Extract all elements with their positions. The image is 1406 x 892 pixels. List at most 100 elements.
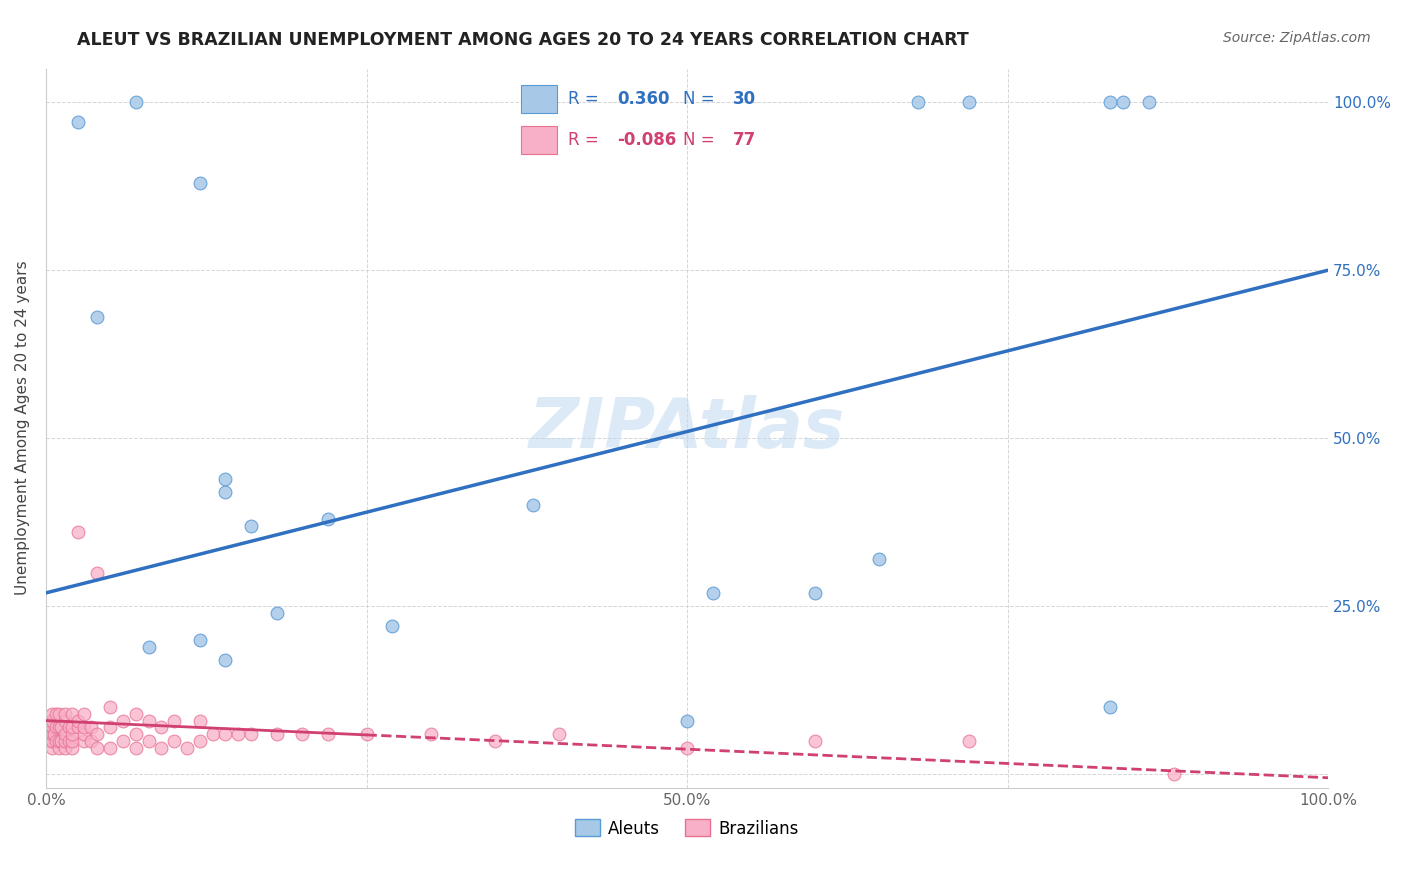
Point bbox=[111, 714, 134, 728]
Point bbox=[188, 733, 211, 747]
Point bbox=[80, 720, 103, 734]
Text: N =: N = bbox=[683, 131, 714, 149]
Point bbox=[58, 720, 80, 734]
Point bbox=[226, 727, 249, 741]
Y-axis label: Unemployment Among Ages 20 to 24 years: Unemployment Among Ages 20 to 24 years bbox=[15, 260, 30, 596]
Point bbox=[111, 733, 134, 747]
Point bbox=[38, 727, 60, 741]
Point bbox=[188, 714, 211, 728]
Point bbox=[60, 706, 83, 721]
Point bbox=[53, 740, 76, 755]
Text: 77: 77 bbox=[733, 131, 756, 149]
Point bbox=[356, 727, 378, 741]
Point bbox=[60, 727, 83, 741]
Point bbox=[138, 733, 160, 747]
Point bbox=[907, 95, 929, 109]
Point bbox=[957, 95, 980, 109]
Point bbox=[66, 720, 89, 734]
Point bbox=[41, 740, 63, 755]
Point bbox=[484, 733, 506, 747]
Point bbox=[240, 727, 263, 741]
Point bbox=[60, 740, 83, 755]
Legend: Aleuts, Brazilians: Aleuts, Brazilians bbox=[568, 813, 806, 844]
Point bbox=[51, 720, 73, 734]
Bar bbox=[522, 126, 557, 154]
Point bbox=[66, 714, 89, 728]
Point bbox=[804, 733, 827, 747]
Bar bbox=[522, 85, 557, 113]
Point bbox=[66, 115, 89, 129]
Point bbox=[53, 706, 76, 721]
Point bbox=[1112, 95, 1135, 109]
Point bbox=[60, 733, 83, 747]
Point bbox=[125, 95, 148, 109]
Point bbox=[1137, 95, 1160, 109]
Point bbox=[58, 733, 80, 747]
Point bbox=[868, 552, 890, 566]
Point bbox=[214, 485, 236, 500]
Point bbox=[41, 733, 63, 747]
Point bbox=[188, 176, 211, 190]
Point bbox=[73, 727, 96, 741]
Point bbox=[98, 720, 121, 734]
Point bbox=[291, 727, 314, 741]
Point bbox=[45, 733, 67, 747]
Point bbox=[266, 606, 288, 620]
Text: R =: R = bbox=[568, 131, 599, 149]
Point bbox=[66, 525, 89, 540]
Point bbox=[51, 733, 73, 747]
Point bbox=[45, 706, 67, 721]
Point bbox=[41, 714, 63, 728]
Point bbox=[41, 706, 63, 721]
Point bbox=[676, 740, 699, 755]
Text: -0.086: -0.086 bbox=[617, 131, 676, 149]
Point bbox=[522, 499, 544, 513]
Point bbox=[53, 714, 76, 728]
Point bbox=[98, 700, 121, 714]
Point bbox=[86, 310, 108, 325]
Point bbox=[957, 733, 980, 747]
Point bbox=[80, 733, 103, 747]
Point bbox=[240, 518, 263, 533]
Point bbox=[125, 740, 148, 755]
Point bbox=[86, 727, 108, 741]
Point bbox=[804, 586, 827, 600]
Point bbox=[48, 740, 70, 755]
Text: 0.360: 0.360 bbox=[617, 90, 669, 108]
Point bbox=[41, 727, 63, 741]
Text: R =: R = bbox=[568, 90, 599, 108]
Point bbox=[201, 727, 224, 741]
Point bbox=[214, 653, 236, 667]
Point bbox=[150, 740, 173, 755]
Point bbox=[125, 727, 148, 741]
Text: ALEUT VS BRAZILIAN UNEMPLOYMENT AMONG AGES 20 TO 24 YEARS CORRELATION CHART: ALEUT VS BRAZILIAN UNEMPLOYMENT AMONG AG… bbox=[77, 31, 969, 49]
Point bbox=[39, 733, 62, 747]
Text: 30: 30 bbox=[733, 90, 755, 108]
Point bbox=[1163, 767, 1185, 781]
Point bbox=[53, 733, 76, 747]
Point bbox=[163, 714, 186, 728]
Text: ZIPAtlas: ZIPAtlas bbox=[529, 394, 845, 462]
Point bbox=[42, 727, 65, 741]
Point bbox=[138, 640, 160, 654]
Point bbox=[98, 740, 121, 755]
Point bbox=[266, 727, 288, 741]
Point bbox=[38, 720, 60, 734]
Point bbox=[316, 727, 339, 741]
Point bbox=[702, 586, 724, 600]
Point bbox=[150, 720, 173, 734]
Point bbox=[48, 706, 70, 721]
Point bbox=[138, 714, 160, 728]
Point bbox=[38, 714, 60, 728]
Point bbox=[547, 727, 569, 741]
Point bbox=[125, 706, 148, 721]
Point bbox=[381, 619, 404, 633]
Point bbox=[163, 733, 186, 747]
Point bbox=[316, 512, 339, 526]
Point bbox=[86, 740, 108, 755]
Point bbox=[676, 714, 699, 728]
Point bbox=[53, 727, 76, 741]
Point bbox=[73, 720, 96, 734]
Text: N =: N = bbox=[683, 90, 714, 108]
Point bbox=[48, 733, 70, 747]
